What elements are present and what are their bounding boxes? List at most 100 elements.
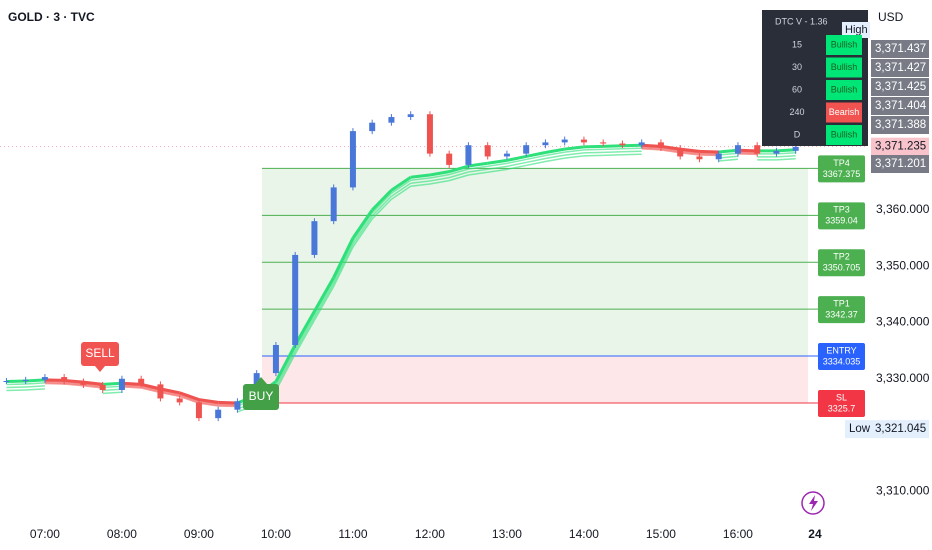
symbol-title: GOLD · 3 · TVC: [8, 10, 95, 24]
ribbon-segment: [583, 148, 604, 151]
extra-price-tag: [871, 155, 929, 173]
ribbon-segment: [660, 144, 681, 151]
x-tick-label: 13:00: [492, 527, 522, 541]
ribbon-segment: [140, 382, 161, 391]
ribbon-segment: [737, 150, 758, 153]
y-tick-label: 3,310.000: [876, 483, 930, 497]
ribbon-segment: [410, 180, 431, 185]
candle-body: [311, 221, 318, 255]
ribbon-segment: [160, 390, 180, 396]
high-label: High: [845, 24, 868, 36]
ribbon-segment: [371, 195, 392, 217]
level-value: 3367.375: [823, 169, 861, 179]
ribbon-segment: [160, 389, 180, 395]
ribbon-segment: [64, 383, 84, 387]
candle-body: [600, 142, 607, 144]
currency: USD: [878, 10, 904, 24]
ribbon-segment: [525, 151, 546, 158]
panel-title: DTC V - 1.36: [775, 16, 828, 26]
level-label-box: [818, 389, 865, 417]
sell-pointer: [95, 366, 105, 372]
candle-body: [638, 142, 645, 146]
x-tick-label: 07:00: [30, 527, 60, 541]
ribbon-segment: [737, 148, 758, 153]
candle-body: [234, 401, 241, 410]
ribbon-segment: [641, 146, 661, 150]
ribbon-segment: [141, 387, 161, 394]
low-tag: [845, 420, 871, 439]
ribbon-segment: [64, 380, 84, 385]
panel-trend-cell: [826, 57, 862, 78]
candle-body: [734, 145, 741, 154]
ribbon-segment: [25, 388, 45, 391]
price-tag: [871, 59, 929, 77]
ribbon-segment: [680, 147, 700, 153]
ribbon-segment: [622, 153, 642, 156]
last-price-label: 3,371.235: [875, 141, 926, 153]
ribbon-segment: [468, 161, 488, 168]
panel-timeframe: 30: [792, 62, 802, 72]
ribbon-segment: [506, 161, 527, 168]
ribbon-segment: [622, 150, 642, 153]
level-name: SL: [836, 392, 847, 402]
ribbon-segment: [718, 158, 739, 162]
ribbon-segment: [429, 170, 450, 177]
x-tick-label: 15:00: [646, 527, 676, 541]
ribbon-segment: [333, 240, 354, 281]
ribbon-segment: [313, 276, 335, 312]
candle-body: [99, 384, 106, 390]
ribbon-segment: [83, 382, 103, 387]
candle-body: [349, 131, 356, 188]
candle-body: [3, 380, 10, 382]
ribbon-segment: [680, 149, 700, 154]
ribbon-segment: [564, 155, 585, 159]
price-tag: [871, 97, 929, 115]
low-price-tag: [871, 420, 929, 439]
candle-body: [561, 139, 568, 143]
price-tag-label: 3,371.427: [875, 62, 926, 74]
candle-body: [619, 143, 626, 146]
ribbon-segment: [391, 179, 412, 194]
ribbon-segment: [44, 381, 65, 384]
candle-body: [272, 344, 279, 374]
ribbon-segment: [699, 154, 719, 157]
ribbon-segment: [429, 173, 450, 179]
loss-zone: [262, 356, 808, 403]
ribbon-segment: [83, 380, 103, 386]
buy-pointer: [255, 377, 267, 384]
ribbon-segment: [468, 171, 488, 176]
candle-body: [118, 378, 125, 390]
ribbon-segment: [448, 174, 469, 182]
ribbon-segment: [776, 157, 796, 161]
low-price-label: 3,321.045: [875, 423, 926, 435]
candle-body: [446, 153, 453, 165]
ribbon-segment: [545, 151, 565, 157]
x-tick-label: 08:00: [107, 527, 137, 541]
ribbon-segment: [294, 313, 316, 349]
candle-body: [157, 384, 164, 399]
ribbon-segment: [776, 151, 796, 155]
ribbon-segment: [313, 286, 335, 321]
ribbon-segment: [545, 147, 565, 154]
ribbon-segment: [351, 209, 374, 239]
ribbon-segment: [660, 147, 681, 153]
price-tag: [871, 40, 929, 58]
ribbon-segment: [25, 378, 46, 383]
panel-timeframe: D: [794, 129, 801, 139]
ribbon-segment: [44, 382, 65, 385]
ribbon-segment: [429, 179, 450, 185]
alert-icon[interactable]: [801, 491, 825, 515]
level-value: 3334.035: [823, 356, 861, 366]
ribbon-segment: [160, 391, 180, 398]
price-tag-label: 3,371.425: [875, 81, 926, 93]
ribbon-segment: [487, 162, 508, 167]
ribbon-segment: [448, 164, 469, 174]
ribbon-segment: [218, 405, 238, 408]
ribbon-segment: [121, 381, 142, 386]
ribbon-segment: [487, 165, 508, 170]
ribbon-segment: [603, 148, 623, 151]
level-value: 3359.04: [825, 216, 858, 226]
ribbon-segment: [160, 387, 180, 395]
ribbon-segment: [352, 218, 373, 248]
ribbon-segment: [564, 145, 585, 151]
